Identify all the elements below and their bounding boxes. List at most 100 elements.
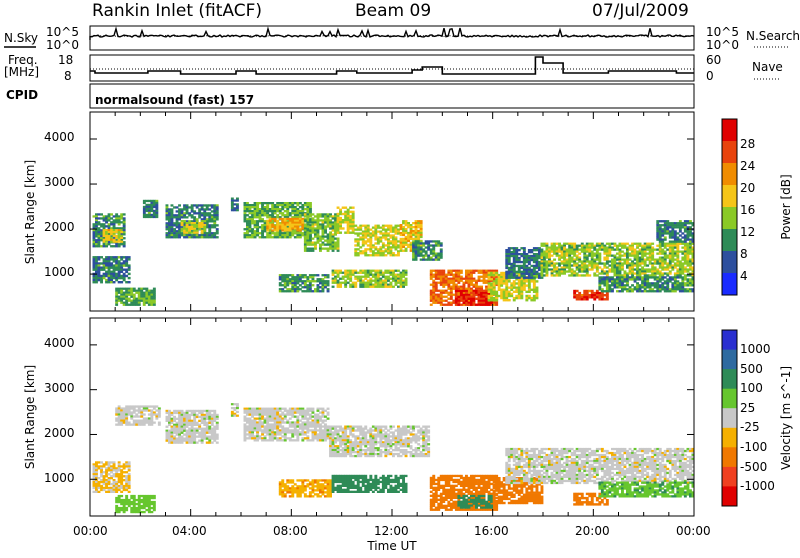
power-cell	[273, 225, 277, 228]
power-cell	[301, 227, 305, 230]
power-cell	[175, 218, 179, 221]
power-cell	[470, 295, 473, 298]
power-cell	[500, 278, 504, 281]
power-cell	[515, 251, 519, 254]
power-cell	[522, 256, 526, 260]
power-cell	[230, 203, 234, 206]
power-panel: Slant Range [km] 1000 2000 3000 4000	[23, 111, 695, 312]
velocity-cell	[165, 433, 169, 436]
power-cell	[110, 231, 113, 234]
power-cell	[505, 249, 509, 252]
power-cell	[683, 254, 687, 257]
power-cell	[482, 293, 486, 297]
power-cell	[296, 282, 300, 285]
power-cell	[356, 275, 360, 278]
power-cell	[686, 270, 690, 273]
power-cell	[316, 280, 320, 283]
power-cell	[565, 250, 569, 253]
power-cell	[351, 214, 355, 218]
power-cell	[100, 274, 103, 278]
velocity-cell	[127, 504, 131, 508]
power-cell	[532, 278, 536, 281]
power-cell	[475, 287, 478, 290]
power-cell	[271, 208, 275, 211]
power-cell	[243, 214, 247, 217]
power-cell	[578, 248, 582, 251]
power-cell	[502, 276, 506, 279]
velocity-cell	[125, 502, 129, 506]
velocity-cell	[142, 510, 146, 514]
power-cell	[434, 240, 438, 243]
power-cell	[683, 256, 687, 259]
power-cell	[691, 236, 695, 239]
power-cell	[273, 210, 277, 213]
power-cell	[676, 252, 680, 255]
power-cell	[361, 281, 365, 284]
power-cell	[283, 282, 287, 285]
power-cell	[105, 274, 108, 278]
power-cell	[439, 256, 443, 259]
power-cell	[658, 262, 662, 265]
power-cell	[593, 254, 597, 257]
power-cell	[653, 272, 657, 275]
power-cell	[399, 281, 403, 284]
power-cell	[309, 249, 312, 252]
power-cell	[361, 275, 365, 278]
power-cell	[605, 266, 609, 269]
velocity-cell	[97, 486, 101, 490]
power-cell	[402, 226, 405, 229]
power-cell	[593, 244, 597, 247]
velocity-cell	[122, 500, 126, 504]
power-cell	[412, 237, 415, 241]
power-cell	[205, 220, 209, 223]
power-cell	[268, 232, 272, 235]
power-cell	[117, 295, 121, 298]
power-cell	[140, 297, 144, 300]
power-cell	[490, 303, 493, 306]
power-cell	[505, 296, 509, 300]
power-cell	[112, 281, 116, 284]
power-cell	[321, 231, 325, 234]
power-cell	[676, 238, 680, 241]
power-cell	[646, 244, 650, 247]
power-cell	[611, 254, 614, 257]
power-cell	[543, 260, 546, 263]
power-cell	[115, 236, 119, 239]
power-cell	[356, 238, 360, 241]
power-cell	[145, 289, 149, 292]
power-cell	[530, 256, 534, 260]
power-cell	[208, 236, 212, 239]
power-cell	[653, 266, 657, 269]
power-cell	[253, 212, 257, 215]
power-cell	[487, 278, 491, 281]
power-cell	[412, 256, 415, 259]
power-cell	[661, 250, 665, 253]
power-cell	[273, 216, 277, 219]
velocity-cell	[152, 506, 156, 510]
power-cell	[686, 274, 690, 277]
power-cell	[540, 244, 544, 247]
power-cell	[585, 258, 589, 261]
power-cell	[470, 283, 473, 286]
power-cell	[336, 285, 340, 288]
velocity-cell	[120, 465, 124, 468]
power-cell	[538, 251, 541, 254]
power-cell	[369, 271, 373, 274]
power-cell	[465, 291, 468, 295]
power-cell	[600, 242, 604, 245]
power-cell	[198, 204, 202, 207]
power-cell	[331, 223, 335, 226]
velocity-cell	[117, 411, 121, 414]
power-cell	[512, 284, 516, 287]
power-cell	[522, 262, 526, 266]
power-cell	[314, 290, 317, 293]
power-cell	[276, 206, 280, 209]
velocity-cell	[122, 502, 126, 506]
power-cell	[376, 230, 380, 233]
power-cell	[349, 206, 353, 209]
power-cell	[376, 240, 380, 243]
power-cell	[540, 248, 544, 251]
power-cell	[301, 223, 305, 226]
power-cell	[497, 280, 501, 283]
power-cell	[507, 266, 511, 270]
